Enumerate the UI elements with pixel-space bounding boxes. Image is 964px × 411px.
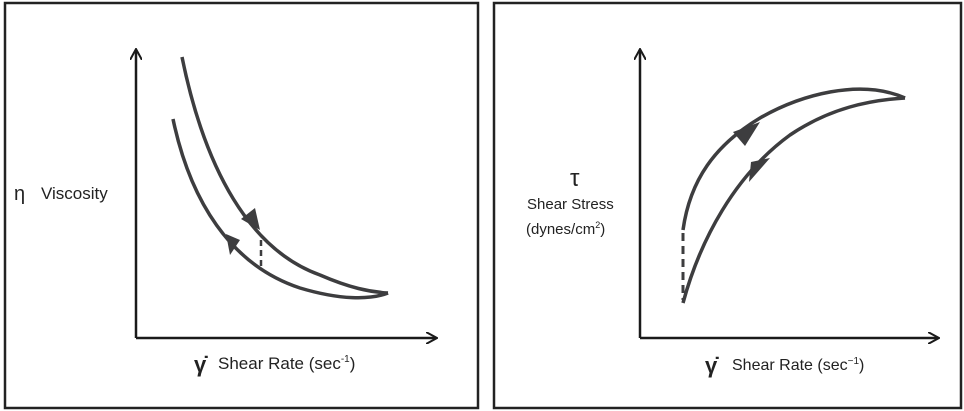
y-unit-exponent: 2: [595, 220, 600, 230]
x-axis-label: Shear Rate (sec−1): [732, 356, 864, 374]
panel-frame: [492, 1, 963, 410]
x-axis-label-text: Shear Rate (sec: [218, 354, 341, 373]
y-symbol: η: [14, 183, 25, 205]
panel-frame: [3, 1, 480, 410]
y-unit-text: (dynes/cm: [526, 221, 595, 238]
viscosity-panel: η Viscosity γ̇ Shear Rate (sec-1): [3, 1, 480, 410]
x-symbol: γ̇: [705, 353, 719, 378]
downward-curve: [171, 118, 389, 300]
shear-stress-panel: τ Shear Stress (dynes/cm2) γ̇ Shear Rate…: [492, 1, 963, 410]
arrowhead-up: [733, 122, 760, 146]
y-axis-label: Viscosity: [41, 184, 108, 203]
y-axis-label: Shear Stress: [527, 196, 614, 213]
x-axis-close: ): [350, 354, 356, 373]
arrowhead-down: [241, 208, 260, 230]
x-axis-label-text: Shear Rate (sec: [732, 357, 848, 374]
arrowhead-up: [226, 234, 240, 255]
x-axis-close: ): [859, 357, 864, 374]
x-symbol: γ̇: [194, 352, 208, 377]
x-axis-exponent: −1: [848, 356, 860, 367]
y-axis-unit: (dynes/cm2): [526, 220, 605, 238]
downward-curve: [681, 96, 906, 304]
y-symbol: τ: [570, 165, 580, 192]
arrowhead-down: [749, 158, 770, 182]
y-unit-close: ): [600, 221, 605, 238]
upward-curve: [681, 87, 906, 231]
x-axis-label: Shear Rate (sec-1): [218, 354, 355, 373]
x-axis-exponent: -1: [341, 354, 350, 365]
upward-curve: [180, 56, 389, 295]
